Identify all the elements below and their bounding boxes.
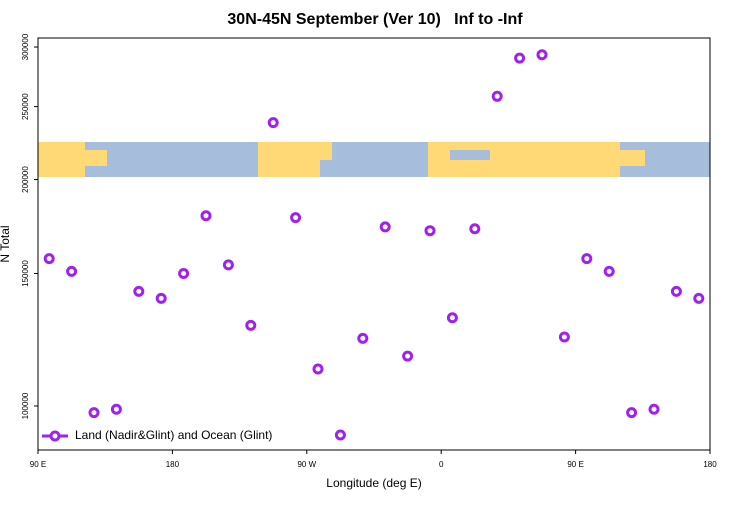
legend-label: Land (Nadir&Glint) and Ocean (Glint)	[75, 428, 272, 442]
point	[648, 403, 660, 415]
point	[446, 312, 458, 324]
point	[626, 407, 638, 419]
point	[670, 285, 682, 297]
point	[178, 268, 190, 280]
legend-marker	[49, 430, 61, 442]
point	[133, 285, 145, 297]
point	[334, 429, 346, 441]
point	[200, 210, 212, 222]
land	[258, 142, 320, 177]
point	[222, 259, 234, 271]
point	[558, 331, 570, 343]
land	[38, 142, 85, 177]
point	[469, 223, 481, 235]
point	[693, 292, 705, 304]
point	[267, 117, 279, 129]
point	[536, 49, 548, 61]
x-tick-label: 90 E	[30, 460, 46, 469]
y-tick-label: 150000	[21, 260, 30, 287]
point	[66, 265, 78, 277]
point	[424, 225, 436, 237]
land	[620, 150, 645, 166]
y-tick-label: 100000	[21, 392, 30, 419]
point	[402, 350, 414, 362]
x-tick-label: 180	[703, 460, 717, 469]
point	[43, 253, 55, 265]
point	[514, 52, 526, 64]
sea	[450, 150, 490, 160]
y-tick-label: 250000	[21, 93, 30, 120]
land	[85, 150, 107, 166]
x-axis-label: Longitude (deg E)	[326, 476, 421, 490]
point	[581, 253, 593, 265]
point	[603, 265, 615, 277]
point	[290, 212, 302, 224]
x-tick-label: 90 W	[297, 460, 316, 469]
point	[88, 407, 100, 419]
point	[110, 403, 122, 415]
plot-frame	[37, 37, 711, 451]
land	[320, 142, 332, 160]
y-axis-label: N Total	[0, 225, 12, 262]
point	[312, 363, 324, 375]
point	[245, 319, 257, 331]
point	[155, 292, 167, 304]
chart-title: 30N-45N September (Ver 10) Inf to -Inf	[227, 11, 523, 28]
x-tick-label: 90 E	[567, 460, 583, 469]
y-tick-label: 300000	[21, 33, 30, 60]
point	[379, 221, 391, 233]
map-strip	[38, 142, 710, 177]
y-tick-label: 200000	[21, 166, 30, 193]
point	[491, 90, 503, 102]
point	[357, 332, 369, 344]
x-tick-label: 180	[166, 460, 180, 469]
x-tick-label: 0	[439, 460, 444, 469]
